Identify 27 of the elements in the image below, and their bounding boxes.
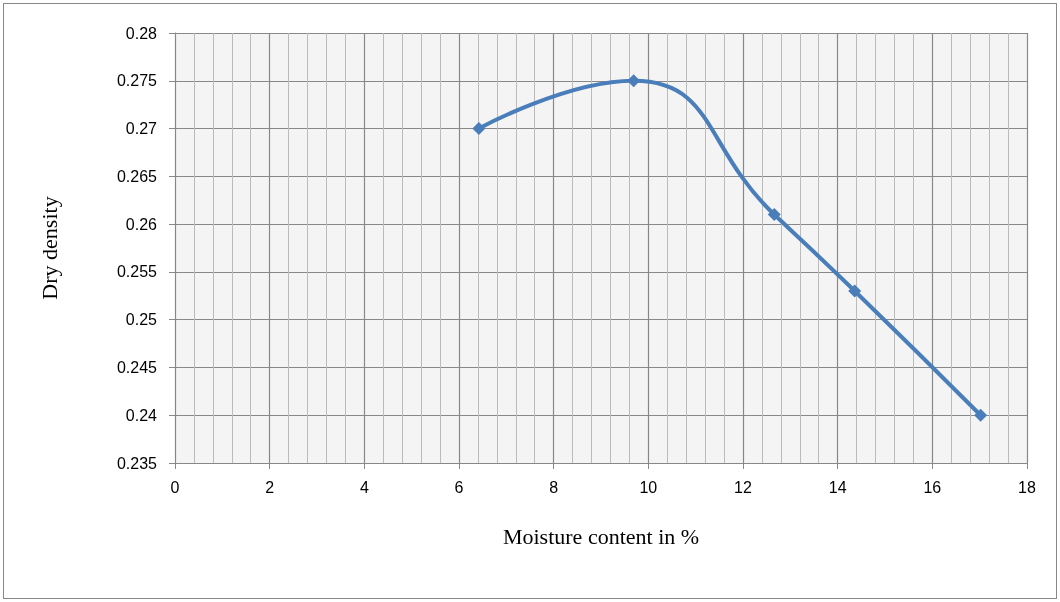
y-axis-title: Dry density: [36, 196, 62, 300]
y-tick-label: 0.245: [116, 358, 158, 376]
y-tick-label: 0.24: [125, 406, 158, 424]
x-tick-label: 16: [923, 478, 942, 496]
y-tick-label: 0.26: [125, 215, 158, 233]
x-tick-label: 0: [170, 478, 180, 496]
y-tick-label: 0.28: [125, 24, 158, 42]
point: [767, 208, 781, 222]
point: [627, 74, 641, 88]
y-tick-label: 0.25: [125, 311, 158, 329]
x-tick-label: 12: [734, 478, 752, 496]
y-tick-label: 0.27: [125, 120, 158, 138]
x-tick-label: 18: [1018, 478, 1036, 496]
point: [974, 408, 988, 422]
y-tick-label: 0.255: [116, 263, 158, 281]
x-tick-label: 4: [359, 478, 369, 496]
x-tick-label: 8: [549, 478, 559, 496]
y-tick-label: 0.235: [116, 454, 158, 472]
y-tick-label: 0.265: [116, 167, 158, 185]
point: [848, 284, 862, 298]
y-tick-label: 0.275: [116, 72, 158, 90]
x-tick-label: 2: [265, 478, 275, 496]
x-tick-label: 14: [828, 478, 847, 496]
x-tick-label: 10: [639, 478, 658, 496]
point: [472, 122, 486, 136]
x-tick-label: 6: [454, 478, 464, 496]
x-axis-title: Moisture content in %: [502, 523, 700, 549]
